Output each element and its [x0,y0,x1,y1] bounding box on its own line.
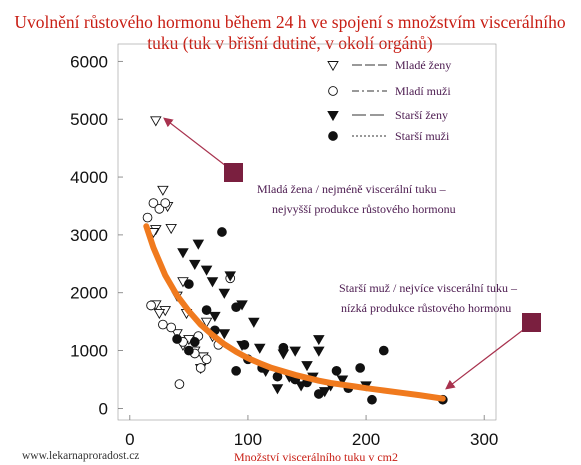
y-tick-label-4: 4000 [70,168,108,187]
x-tick-label-2: 200 [352,430,380,449]
legend-label-2: Starší ženy [395,108,448,122]
fit-curve [143,223,446,402]
point-s1-2 [154,204,165,214]
point-s1-0 [142,212,153,223]
legend-marker-2 [327,111,339,122]
point-s3-18 [378,345,389,356]
point-s3-14 [331,365,342,376]
legend-marker-1 [328,86,338,96]
point-s2-6 [224,271,236,282]
point-s2-2 [189,259,201,270]
x-tick-label-3: 300 [470,430,498,449]
point-s0-1 [157,185,169,196]
legend-label-1: Mladí muži [395,84,451,98]
y-tick-label-0: 0 [99,399,108,418]
point-s2-14 [313,346,325,357]
annotation-2-line2: nízká produkce růstového hormonu [341,301,511,315]
point-s0-16 [200,317,213,328]
y-tick-label-6: 6000 [70,52,108,71]
annotation-1-line2: nejvyšší produkce růstového hormonu [272,202,456,216]
x-axis: 0 100 200 300 [125,415,498,449]
point-s3-21 [231,365,241,376]
point-s2-26 [313,335,325,346]
annotation-arrow-2 [445,329,524,390]
point-s2-5 [218,288,231,299]
point-s0-11 [153,309,166,320]
point-s0-0 [150,116,162,127]
point-s2-22 [248,317,260,328]
legend-label-0: Mladé ženy [395,58,451,72]
legend-marker-0 [327,61,339,72]
point-s1-4 [146,300,156,311]
point-s2-7 [209,311,221,323]
point-s3-7 [239,339,250,350]
point-s3-17 [367,394,377,405]
annotation-1-line1: Mladá žena / nejméně viscerální tuku – [257,182,447,196]
x-axis-label: Množství viscerálního tuku v cm2 [234,450,398,464]
footer-url: www.lekarnaproradost.cz [22,450,139,462]
point-s0-12 [171,329,183,340]
annotation-2-line1: Starší muž / nejvíce viscerální tuku – [339,281,518,295]
point-s2-3 [200,265,213,276]
y-tick-label-1: 1000 [70,342,108,361]
point-s3-20 [184,345,194,356]
plot-frame [117,43,497,421]
point-s0-5 [165,224,177,235]
point-s2-17 [336,375,349,386]
point-s3-0 [217,227,227,237]
annotation-arrow-1 [163,117,227,167]
chart-title-line2: tuku (tuk v břišní dutině, v okolí orgán… [147,33,433,53]
legend-label-3: Starší muži [395,129,450,143]
point-s1-1 [148,198,159,208]
point-s3-1 [184,279,194,289]
point-s1-13 [174,379,185,389]
point-s2-1 [192,239,205,250]
point-s3-6 [231,302,241,313]
x-tick-label-1: 100 [234,430,262,449]
point-s3-2 [201,305,212,315]
y-tick-label-3: 3000 [70,226,108,245]
chart-title-line1: Uvolnění růstového hormonu během 24 h ve… [14,12,565,32]
point-s1-6 [166,322,177,333]
x-tick-label-0: 0 [125,430,134,449]
data-points [142,116,448,405]
point-s1-14 [195,363,206,373]
legend-markers [327,61,387,141]
fit-curve-line [143,223,446,402]
point-s3-4 [172,334,182,344]
annotation-box-2 [522,313,541,332]
point-s3-13 [313,389,324,399]
point-s2-0 [177,248,189,259]
point-s2-19 [271,384,284,395]
point-s3-11 [278,342,289,353]
point-s2-4 [206,277,219,288]
y-tick-label-5: 5000 [70,110,108,129]
y-tick-label-2: 2000 [70,284,108,303]
point-s1-3 [160,198,171,208]
annotation-box-1 [224,163,243,182]
point-s1-5 [158,319,168,330]
legend: Mladé ženy Mladí muži Starší ženy Starší… [327,58,451,143]
point-s2-10 [253,343,266,354]
point-s3-16 [355,363,366,373]
point-s1-10 [201,354,212,365]
legend-marker-3 [328,131,338,141]
point-s3-5 [189,337,200,347]
point-s2-13 [301,361,313,372]
point-s2-8 [218,329,231,340]
point-s2-12 [289,346,301,357]
y-axis: 0 1000 2000 3000 4000 5000 6000 [70,52,123,418]
